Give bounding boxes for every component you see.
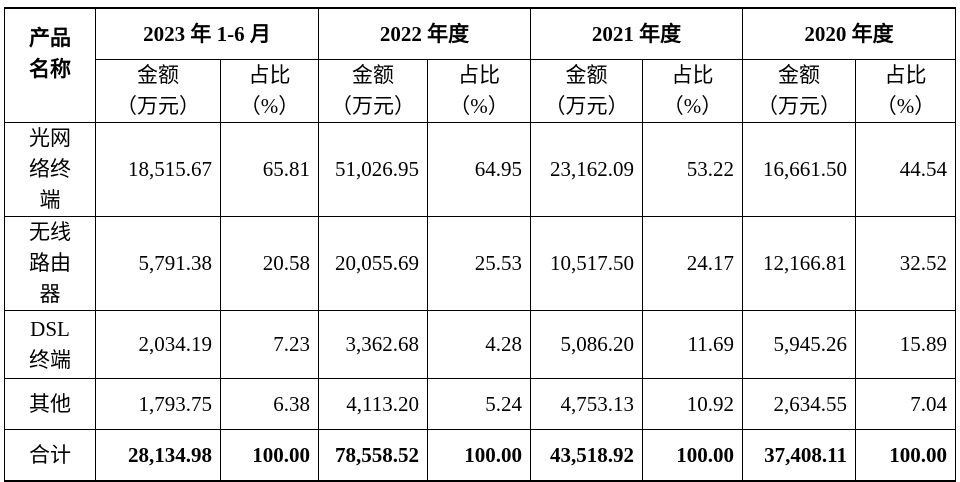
cell: 5,791.38 [95, 216, 221, 311]
cell: 2,634.55 [742, 378, 856, 430]
row-label: DSL 终端 [4, 310, 96, 379]
cell: 100.00 [220, 429, 319, 482]
cell: 3,362.68 [318, 310, 428, 379]
cell: 11.69 [642, 310, 743, 379]
cell: 7.23 [220, 310, 319, 379]
cell: 6.38 [220, 378, 319, 430]
cell: 16,661.50 [742, 122, 856, 217]
revenue-table: 产品 名称 2023 年 1-6 月 2022 年度 2021 年度 2020 年度 金额… [4, 7, 956, 482]
cell: 25.53 [427, 216, 531, 311]
cell: 32.52 [855, 216, 956, 311]
cell: 100.00 [855, 429, 956, 482]
cell: 65.81 [220, 122, 319, 217]
period-header: 2020 年度 [742, 7, 956, 60]
cell: 53.22 [642, 122, 743, 217]
cell: 43,518.92 [530, 429, 643, 482]
cell: 4.28 [427, 310, 531, 379]
cell: 28,134.98 [95, 429, 221, 482]
cell: 100.00 [427, 429, 531, 482]
subheader-row: 金额 （万元） 占比 （%） 金额 （万元） 占比 （%） 金额 （万元） 占比 （%）金… [5, 59, 956, 123]
cell: 18,515.67 [95, 122, 221, 217]
period-header: 2022 年度 [318, 7, 531, 60]
table-body: 产品 名称 2023 年 1-6 月 2022 年度 2021 年度 2020 年度 金额… [4, 7, 956, 482]
row-label: 无线 路由 器 [4, 216, 96, 311]
cell: 15.89 [855, 310, 956, 379]
sub-header: 占比 （%） [642, 59, 743, 123]
cell: 78,558.52 [318, 429, 428, 482]
cell: 4,113.20 [318, 378, 428, 430]
data-row: 无线 路由 器 5,791.38 20.58 20,055.69 25.53 10,517… [4, 216, 956, 311]
cell: 20.58 [220, 216, 319, 311]
cell: 4,753.13 [530, 378, 643, 430]
sub-header: 占比 （%） [855, 59, 956, 123]
cell: 51,026.95 [318, 122, 428, 217]
cell: 100.00 [642, 429, 743, 482]
period-header: 2021 年度 [530, 7, 743, 60]
data-row: 其他 1,793.75 6.38 4,113.20 5.24 4,753.13 10.92 2… [4, 378, 956, 430]
cell: 10,517.50 [530, 216, 643, 311]
cell: 12,166.81 [742, 216, 856, 311]
cell: 37,408.11 [742, 429, 856, 482]
cell: 24.17 [642, 216, 743, 311]
data-row: 合计 28,134.98 100.00 78,558.52 100.00 43,518.9… [4, 429, 956, 482]
data-row: DSL 终端 2,034.19 7.23 3,362.68 4.28 5,086.20 11… [4, 310, 956, 379]
cell: 23,162.09 [530, 122, 643, 217]
cell: 5,086.20 [530, 310, 643, 379]
cell: 44.54 [855, 122, 956, 217]
cell: 7.04 [855, 378, 956, 430]
row-label: 光网 络终 端 [4, 122, 96, 217]
period-header: 2023 年 1-6 月 [95, 7, 319, 60]
row-label: 其他 [4, 378, 96, 430]
sub-header: 占比 （%） [220, 59, 319, 123]
data-row: 光网 络终 端 18,515.67 65.81 51,026.95 64.95 23,16… [4, 122, 956, 217]
corner-header: 产品 名称 [4, 7, 96, 123]
sub-header: 金额 （万元） [95, 59, 221, 123]
sub-header: 占比 （%） [427, 59, 531, 123]
cell: 5.24 [427, 378, 531, 430]
row-label: 合计 [4, 429, 96, 482]
cell: 2,034.19 [95, 310, 221, 379]
sub-header: 金额 （万元） [742, 59, 856, 123]
sub-header: 金额 （万元） [318, 59, 428, 123]
sub-header: 金额 （万元） [530, 59, 643, 123]
cell: 5,945.26 [742, 310, 856, 379]
header-row: 产品 名称 2023 年 1-6 月 2022 年度 2021 年度 2020 年度 [4, 7, 956, 123]
cell: 1,793.75 [95, 378, 221, 430]
cell: 10.92 [642, 378, 743, 430]
cell: 64.95 [427, 122, 531, 217]
cell: 20,055.69 [318, 216, 428, 311]
